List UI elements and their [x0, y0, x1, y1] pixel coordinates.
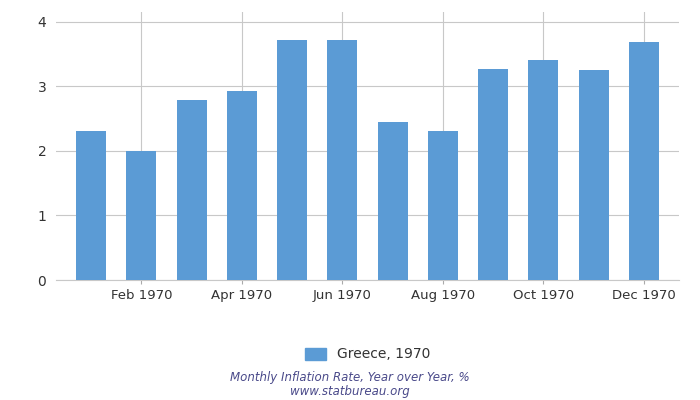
Bar [328, 40, 358, 280]
Bar [377, 122, 407, 280]
Text: www.statbureau.org: www.statbureau.org [290, 386, 410, 398]
Bar [227, 92, 257, 280]
Bar [478, 69, 508, 280]
Text: Monthly Inflation Rate, Year over Year, %: Monthly Inflation Rate, Year over Year, … [230, 372, 470, 384]
Bar [277, 40, 307, 280]
Bar [126, 151, 157, 280]
Bar [428, 132, 458, 280]
Bar [176, 100, 206, 280]
Bar [76, 132, 106, 280]
Legend: Greece, 1970: Greece, 1970 [298, 340, 437, 368]
Bar [578, 70, 609, 280]
Bar [528, 60, 559, 280]
Bar [629, 42, 659, 280]
